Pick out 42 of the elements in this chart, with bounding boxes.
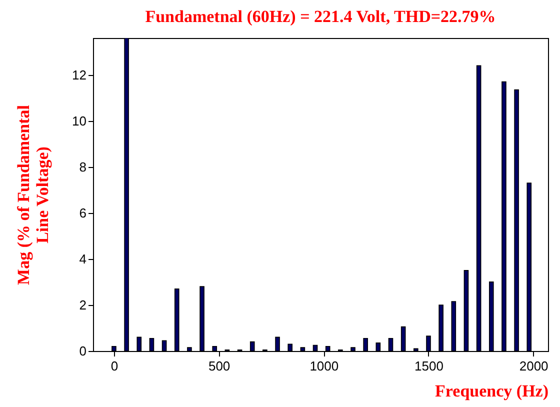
bar [200, 286, 204, 351]
bar [502, 81, 506, 351]
bar [464, 270, 469, 351]
y-tick-label: 4 [79, 251, 86, 266]
y-tick-label: 8 [79, 159, 86, 174]
bar [451, 301, 456, 351]
bar [350, 347, 356, 351]
bar [488, 282, 494, 351]
y-tick-label: 12 [72, 67, 86, 82]
y-axis-title: Mag (% of Fundamental Line Voltage) [14, 104, 52, 285]
x-tick-label: 0 [110, 358, 118, 374]
bar [250, 341, 255, 351]
chart-title: Fundametnal (60Hz) = 221.4 Volt, THD=22.79% [145, 7, 496, 26]
bar [325, 346, 330, 351]
bar [288, 344, 292, 351]
x-tick-label: 1000 [310, 358, 339, 374]
bar [400, 326, 406, 351]
bar [526, 182, 532, 351]
bar [300, 347, 306, 351]
bar [212, 346, 218, 351]
bar [136, 336, 142, 351]
bar [312, 344, 318, 351]
x-axis-title: Frequency (Hz) [435, 382, 548, 400]
bar [438, 304, 444, 351]
bar [149, 338, 154, 351]
x-tick-label: 2000 [519, 358, 548, 374]
bar [388, 338, 394, 351]
x-tick-label: 1500 [414, 358, 444, 374]
y-tick-label: 0 [79, 344, 86, 358]
bar [476, 65, 482, 351]
bar [363, 338, 368, 351]
bar [275, 336, 280, 351]
bar [162, 340, 167, 351]
bar [187, 347, 192, 351]
y-tick-label: 2 [79, 297, 86, 312]
x-tick-label: 500 [208, 358, 230, 374]
bar [174, 288, 180, 351]
y-tick-label: 6 [79, 205, 86, 220]
bar [514, 89, 519, 351]
y-tick-label: 10 [72, 113, 86, 128]
bar [414, 348, 418, 351]
bar [376, 342, 381, 351]
